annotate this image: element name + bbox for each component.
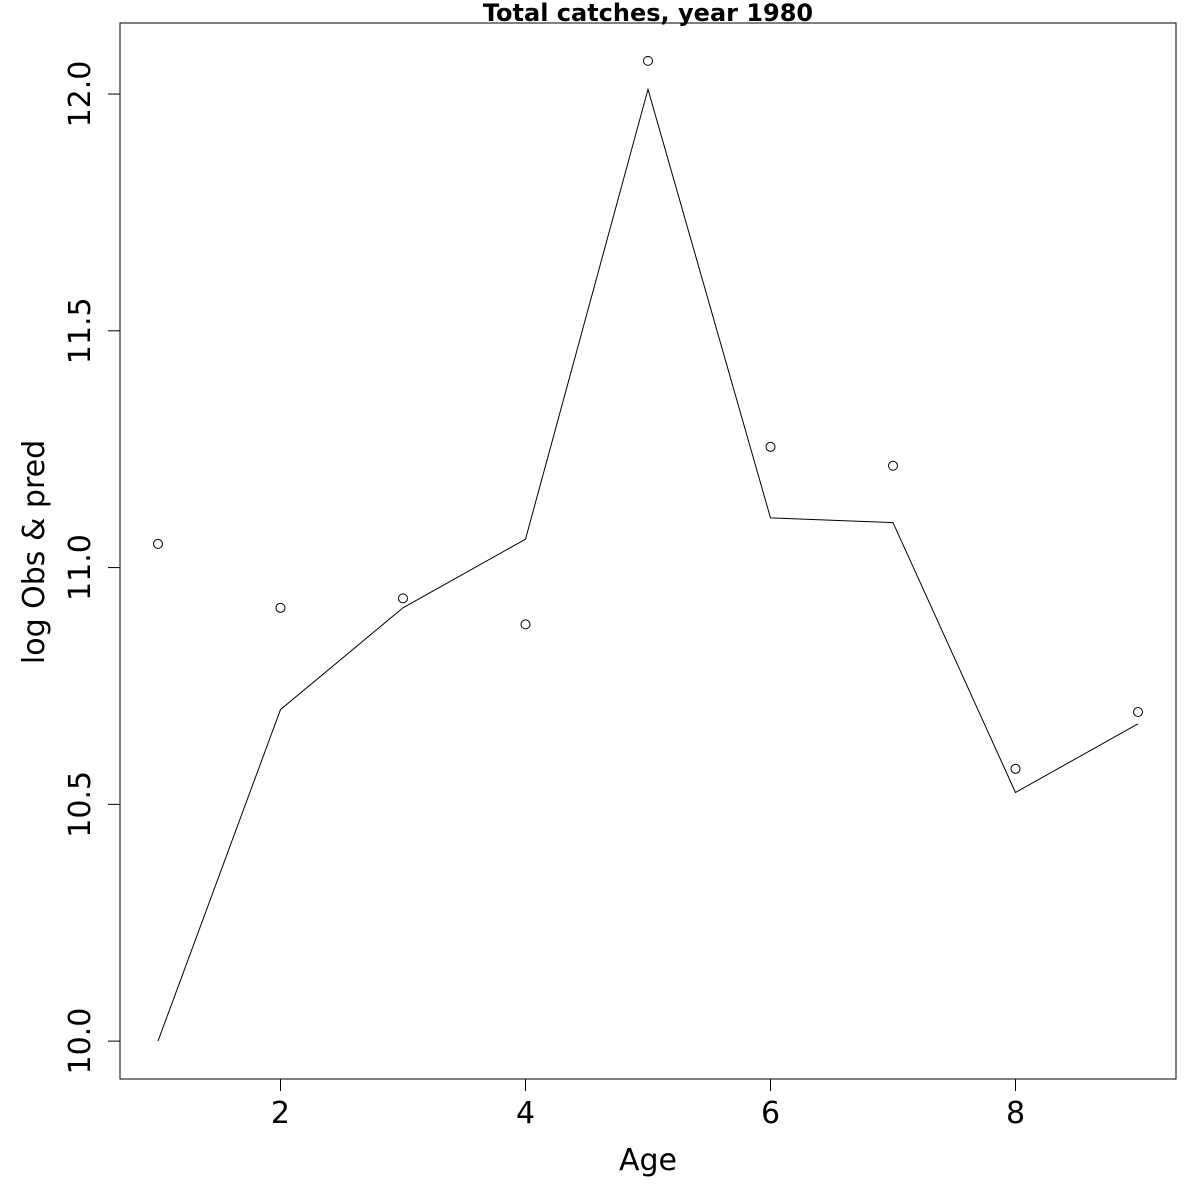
observed-point bbox=[1010, 763, 1021, 774]
observed-point bbox=[397, 593, 408, 604]
observed-point bbox=[1133, 707, 1144, 718]
observed-point bbox=[765, 441, 776, 452]
predicted-line bbox=[157, 87, 1139, 1042]
series-layer bbox=[152, 55, 1144, 1042]
plot-frame bbox=[119, 22, 1177, 1080]
y-axis: 10.0 10.5 11.0 11.5 12.0 bbox=[63, 61, 121, 1075]
observed-point bbox=[275, 602, 286, 613]
y-tick-label: 11.0 bbox=[63, 534, 98, 601]
observed-point bbox=[643, 55, 653, 66]
x-axis: 2 4 6 8 bbox=[271, 1078, 1025, 1131]
x-axis-title: Age bbox=[619, 1143, 677, 1178]
x-tick-label: 8 bbox=[1006, 1096, 1025, 1131]
observed-point bbox=[152, 538, 163, 549]
observed-point bbox=[520, 619, 531, 630]
y-tick-label: 10.5 bbox=[63, 771, 98, 838]
y-axis-title: log Obs & pred bbox=[17, 440, 52, 664]
x-tick-label: 2 bbox=[271, 1096, 290, 1131]
y-tick-label: 11.5 bbox=[63, 297, 98, 364]
y-tick-label: 10.0 bbox=[63, 1008, 98, 1075]
x-tick-label: 6 bbox=[761, 1096, 780, 1131]
y-tick-label: 12.0 bbox=[63, 61, 98, 128]
observed-point bbox=[888, 460, 899, 471]
x-tick-label: 4 bbox=[516, 1096, 535, 1131]
